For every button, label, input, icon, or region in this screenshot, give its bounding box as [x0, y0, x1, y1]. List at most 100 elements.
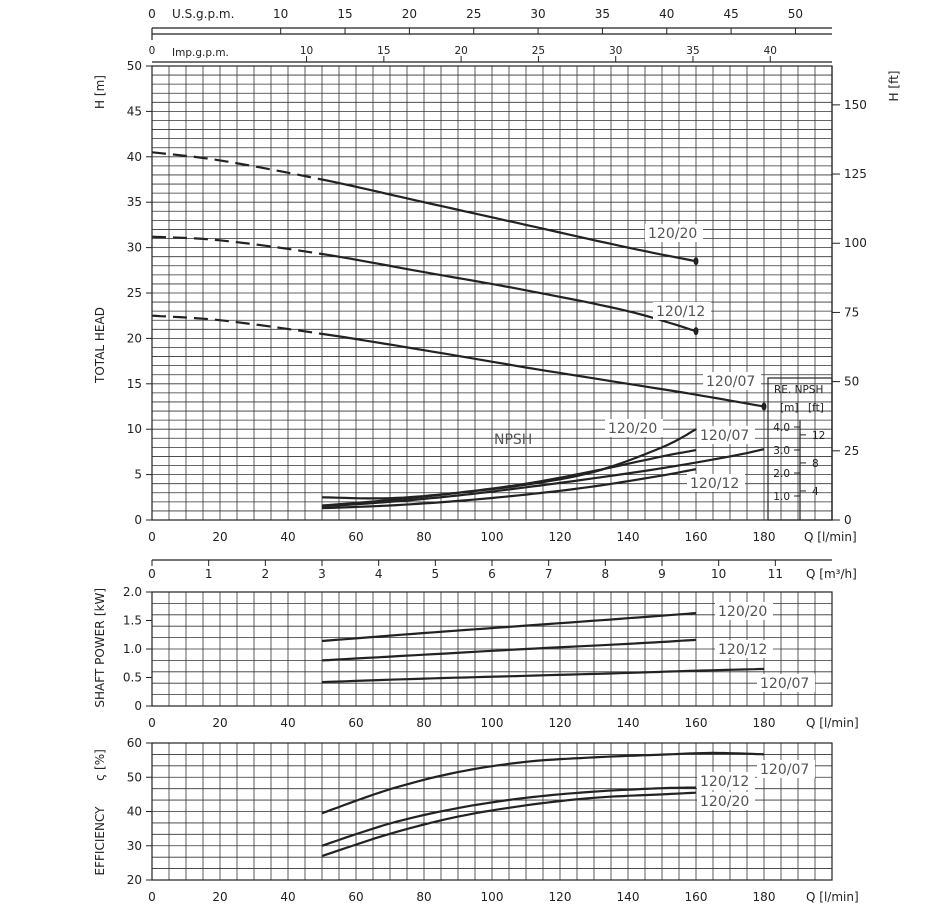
power-y-tick-label: 2.0 — [123, 585, 142, 599]
head-y-unit: H [m] — [93, 75, 107, 109]
eff-x-tick-label: 60 — [348, 890, 363, 904]
eff-y-tick-label: 40 — [127, 805, 142, 819]
npsh-label: NPSH — [494, 432, 532, 448]
head-ft-tick-label: 25 — [844, 444, 859, 458]
power-y-unit: [kW] — [93, 588, 107, 616]
impgpm-tick-label: 0 — [149, 45, 156, 57]
series-label-bg — [757, 760, 815, 778]
npsh-curve-120-07 — [321, 448, 765, 508]
impgpm-label: Imp.g.p.m. — [172, 47, 229, 59]
eff-series-label-120-12: 120/12 — [700, 774, 749, 790]
npsh-m-tick-label: 1.0 — [773, 491, 790, 503]
npsh-series-label-120-20: 120/20 — [608, 421, 657, 437]
eff-curve-120-07 — [321, 751, 765, 815]
series-label-bg — [645, 224, 703, 242]
series-label-bg — [697, 426, 755, 444]
npsh-ft-tick-label: 12 — [812, 430, 825, 442]
eff-y-unit: ς [%] — [93, 749, 107, 781]
head-y-tick-label: 25 — [127, 286, 142, 300]
power-y-tick-label: 0 — [134, 699, 142, 713]
head-curve-120-07 — [321, 332, 765, 408]
head-series-label-120-20: 120/20 — [648, 226, 697, 242]
npsh-m-tick-label: 3.0 — [773, 445, 790, 457]
series-label-bg — [605, 419, 663, 437]
eff-x-tick-label: 100 — [481, 890, 504, 904]
eff-y-tick-label: 30 — [127, 839, 142, 853]
eff-curve-120-12 — [321, 786, 697, 847]
eff-curve-120-20 — [321, 791, 697, 858]
power-x-tick-label: 120 — [549, 716, 572, 730]
head-curve-end-marker — [693, 327, 699, 336]
impgpm-tick-label: 10 — [300, 45, 313, 57]
impgpm-tick-label: 30 — [609, 45, 622, 57]
m3h-tick-label: 7 — [545, 567, 553, 581]
npsh-scale-box: 1.0 2.0 3.0 4.0 4 8 12 — [767, 377, 833, 521]
eff-y-tick-label: 20 — [127, 873, 142, 887]
eff-y-tick-label: 50 — [127, 770, 142, 784]
usgpm-tick-label: 30 — [530, 7, 545, 21]
npsh-curve-NPSH — [321, 428, 697, 500]
eff-series-label-120-07: 120/07 — [760, 762, 809, 778]
usgpm-tick-label: 0 — [148, 7, 156, 21]
npsh-curve-120-12 — [321, 468, 697, 510]
head-x-tick-label: 60 — [348, 530, 363, 544]
head-ft-tick-label: 100 — [844, 236, 867, 250]
head-series-label-120-07: 120/07 — [706, 374, 755, 390]
power-y-tick-label: 1.0 — [123, 642, 142, 656]
npsh-box-title: RE. NPSH — [774, 384, 823, 396]
eff-y-tick-label: 60 — [127, 736, 142, 750]
power-x-unit: Q [l/min] — [806, 716, 859, 730]
power-curve-120-20 — [321, 612, 697, 643]
npsh-ft-tick-label: 4 — [812, 486, 819, 498]
series-label-bg — [687, 474, 745, 492]
series-label-bg — [757, 674, 815, 692]
series-label-bg — [653, 302, 711, 320]
eff-x-tick-label: 40 — [280, 890, 295, 904]
head-ft-tick-label: 75 — [844, 305, 859, 319]
eff-x-tick-label: 20 — [212, 890, 227, 904]
power-curve-120-07 — [321, 667, 764, 684]
power-x-tick-label: 160 — [685, 716, 708, 730]
head-x-unit: Q [l/min] — [804, 530, 857, 544]
power-x-tick-label: 40 — [280, 716, 295, 730]
npsh-series-label-120-12: 120/12 — [690, 476, 739, 492]
usgpm-tick-label: 50 — [788, 7, 803, 21]
head-y-tick-label: 40 — [127, 150, 142, 164]
head-curve-ext-120-12 — [151, 235, 323, 256]
usgpm-tick-label: 15 — [337, 7, 352, 21]
head-ft-tick-label: 150 — [844, 98, 867, 112]
series-label-bg — [715, 602, 773, 620]
head-y-tick-label: 20 — [127, 331, 142, 345]
power-y-tick-label: 0.5 — [123, 671, 142, 685]
impgpm-tick-label: 40 — [764, 45, 777, 57]
m3h-tick-label: 8 — [602, 567, 610, 581]
power-series-label-120-12: 120/12 — [718, 642, 767, 658]
head-y-tick-label: 45 — [127, 104, 142, 118]
eff-x-tick-label: 0 — [148, 890, 156, 904]
eff-x-tick-label: 180 — [753, 890, 776, 904]
power-x-tick-label: 100 — [481, 716, 504, 730]
top-flow-axes: U.S.g.p.m. Imp.g.p.m. 0 10 15 20 25 30 35 40 45 5… — [148, 7, 832, 63]
power-x-tick-label: 20 — [212, 716, 227, 730]
power-series-label-120-07: 120/07 — [760, 676, 809, 692]
head-y-tick-label: 50 — [127, 59, 142, 73]
m3h-tick-label: 0 — [148, 567, 156, 581]
m3h-tick-label: 5 — [432, 567, 440, 581]
eff-x-unit: Q [l/min] — [806, 890, 859, 904]
series-label-bg — [697, 792, 755, 810]
power-x-tick-label: 180 — [753, 716, 776, 730]
npsh-box-unit-ft: [ft] — [808, 402, 824, 414]
npsh-series-label-120-07: 120/07 — [700, 428, 749, 444]
head-x-tick-label: 100 — [481, 530, 504, 544]
head-y-label: TOTAL HEAD — [93, 307, 107, 384]
head-x-tick-label: 80 — [416, 530, 431, 544]
usgpm-tick-label: 10 — [273, 7, 288, 21]
usgpm-tick-label: 45 — [723, 7, 738, 21]
eff-series-label-120-20: 120/20 — [700, 794, 749, 810]
head-curve-end-marker — [693, 257, 699, 266]
eff-x-tick-label: 80 — [416, 890, 431, 904]
npsh-ft-tick-label: 8 — [812, 458, 819, 470]
npsh-box-unit-m: [m] — [780, 402, 798, 414]
eff-x-tick-label: 140 — [617, 890, 640, 904]
m3h-tick-label: 10 — [711, 567, 726, 581]
